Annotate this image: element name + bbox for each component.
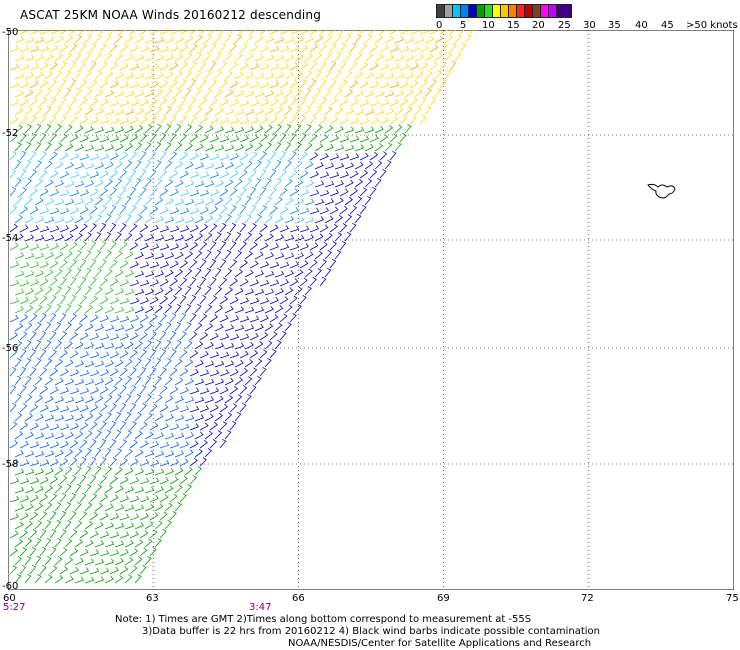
legend-label-10: 10 [482, 20, 495, 31]
legend-swatch [556, 4, 572, 18]
wind-barb-group [9, 150, 315, 224]
legend-labels: 0 5 10 15 20 25 30 35 40 45 >50 knots [436, 20, 738, 32]
map-title: ASCAT 25KM NOAA Winds 20160212 descendin… [20, 8, 322, 22]
lat-label-52: -52 [2, 128, 19, 139]
note-line-2: 3)Data buffer is 22 hrs from 20160212 4)… [142, 626, 600, 637]
footnotes: Note: 1) Times are GMT 2)Times along bot… [115, 614, 600, 650]
wind-barb-group [9, 312, 195, 467]
map-grid [8, 30, 734, 590]
legend-label-5: 5 [460, 20, 467, 31]
lat-label-56: -56 [2, 343, 19, 354]
wind-map [8, 30, 734, 590]
legend-label-25: 25 [558, 20, 571, 31]
wind-barbs [9, 30, 474, 584]
wind-speed-legend [436, 4, 572, 18]
lon-label-69: 69 [437, 593, 450, 604]
legend-label-45: 45 [661, 20, 674, 31]
lon-label-72: 72 [581, 593, 594, 604]
legend-label-50-knots: >50 knots [686, 20, 738, 31]
lon-label-66: 66 [292, 593, 305, 604]
legend-label-15: 15 [507, 20, 520, 31]
lon-label-60: 60 [3, 593, 16, 604]
lat-label-54: -54 [2, 233, 19, 244]
lon-label-75: 75 [726, 593, 739, 604]
lat-label-58: -58 [2, 459, 19, 470]
note-line-3: NOAA/NESDIS/Center for Satellite Applica… [288, 638, 592, 649]
note-line-1: Note: 1) Times are GMT 2)Times along bot… [115, 614, 532, 625]
legend-label-30: 30 [583, 20, 596, 31]
time-label-first: 5:27 [3, 602, 26, 613]
wind-barb-group [9, 150, 315, 224]
wind-barb-group [9, 30, 474, 125]
wind-barb-group [9, 33, 457, 116]
legend-label-35: 35 [608, 20, 621, 31]
time-label-second: 3:47 [249, 602, 272, 613]
wind-barb-group [9, 123, 412, 584]
lon-label-63: 63 [146, 593, 159, 604]
lat-label-60: -60 [2, 581, 19, 592]
lat-label-50: -50 [2, 27, 19, 38]
legend-label-20: 20 [532, 20, 545, 31]
wind-barb-group [9, 240, 135, 314]
island-outline-icon [647, 183, 676, 199]
legend-label-40: 40 [635, 20, 648, 31]
wind-barb-group [9, 150, 397, 467]
legend-label-0: 0 [436, 20, 443, 31]
